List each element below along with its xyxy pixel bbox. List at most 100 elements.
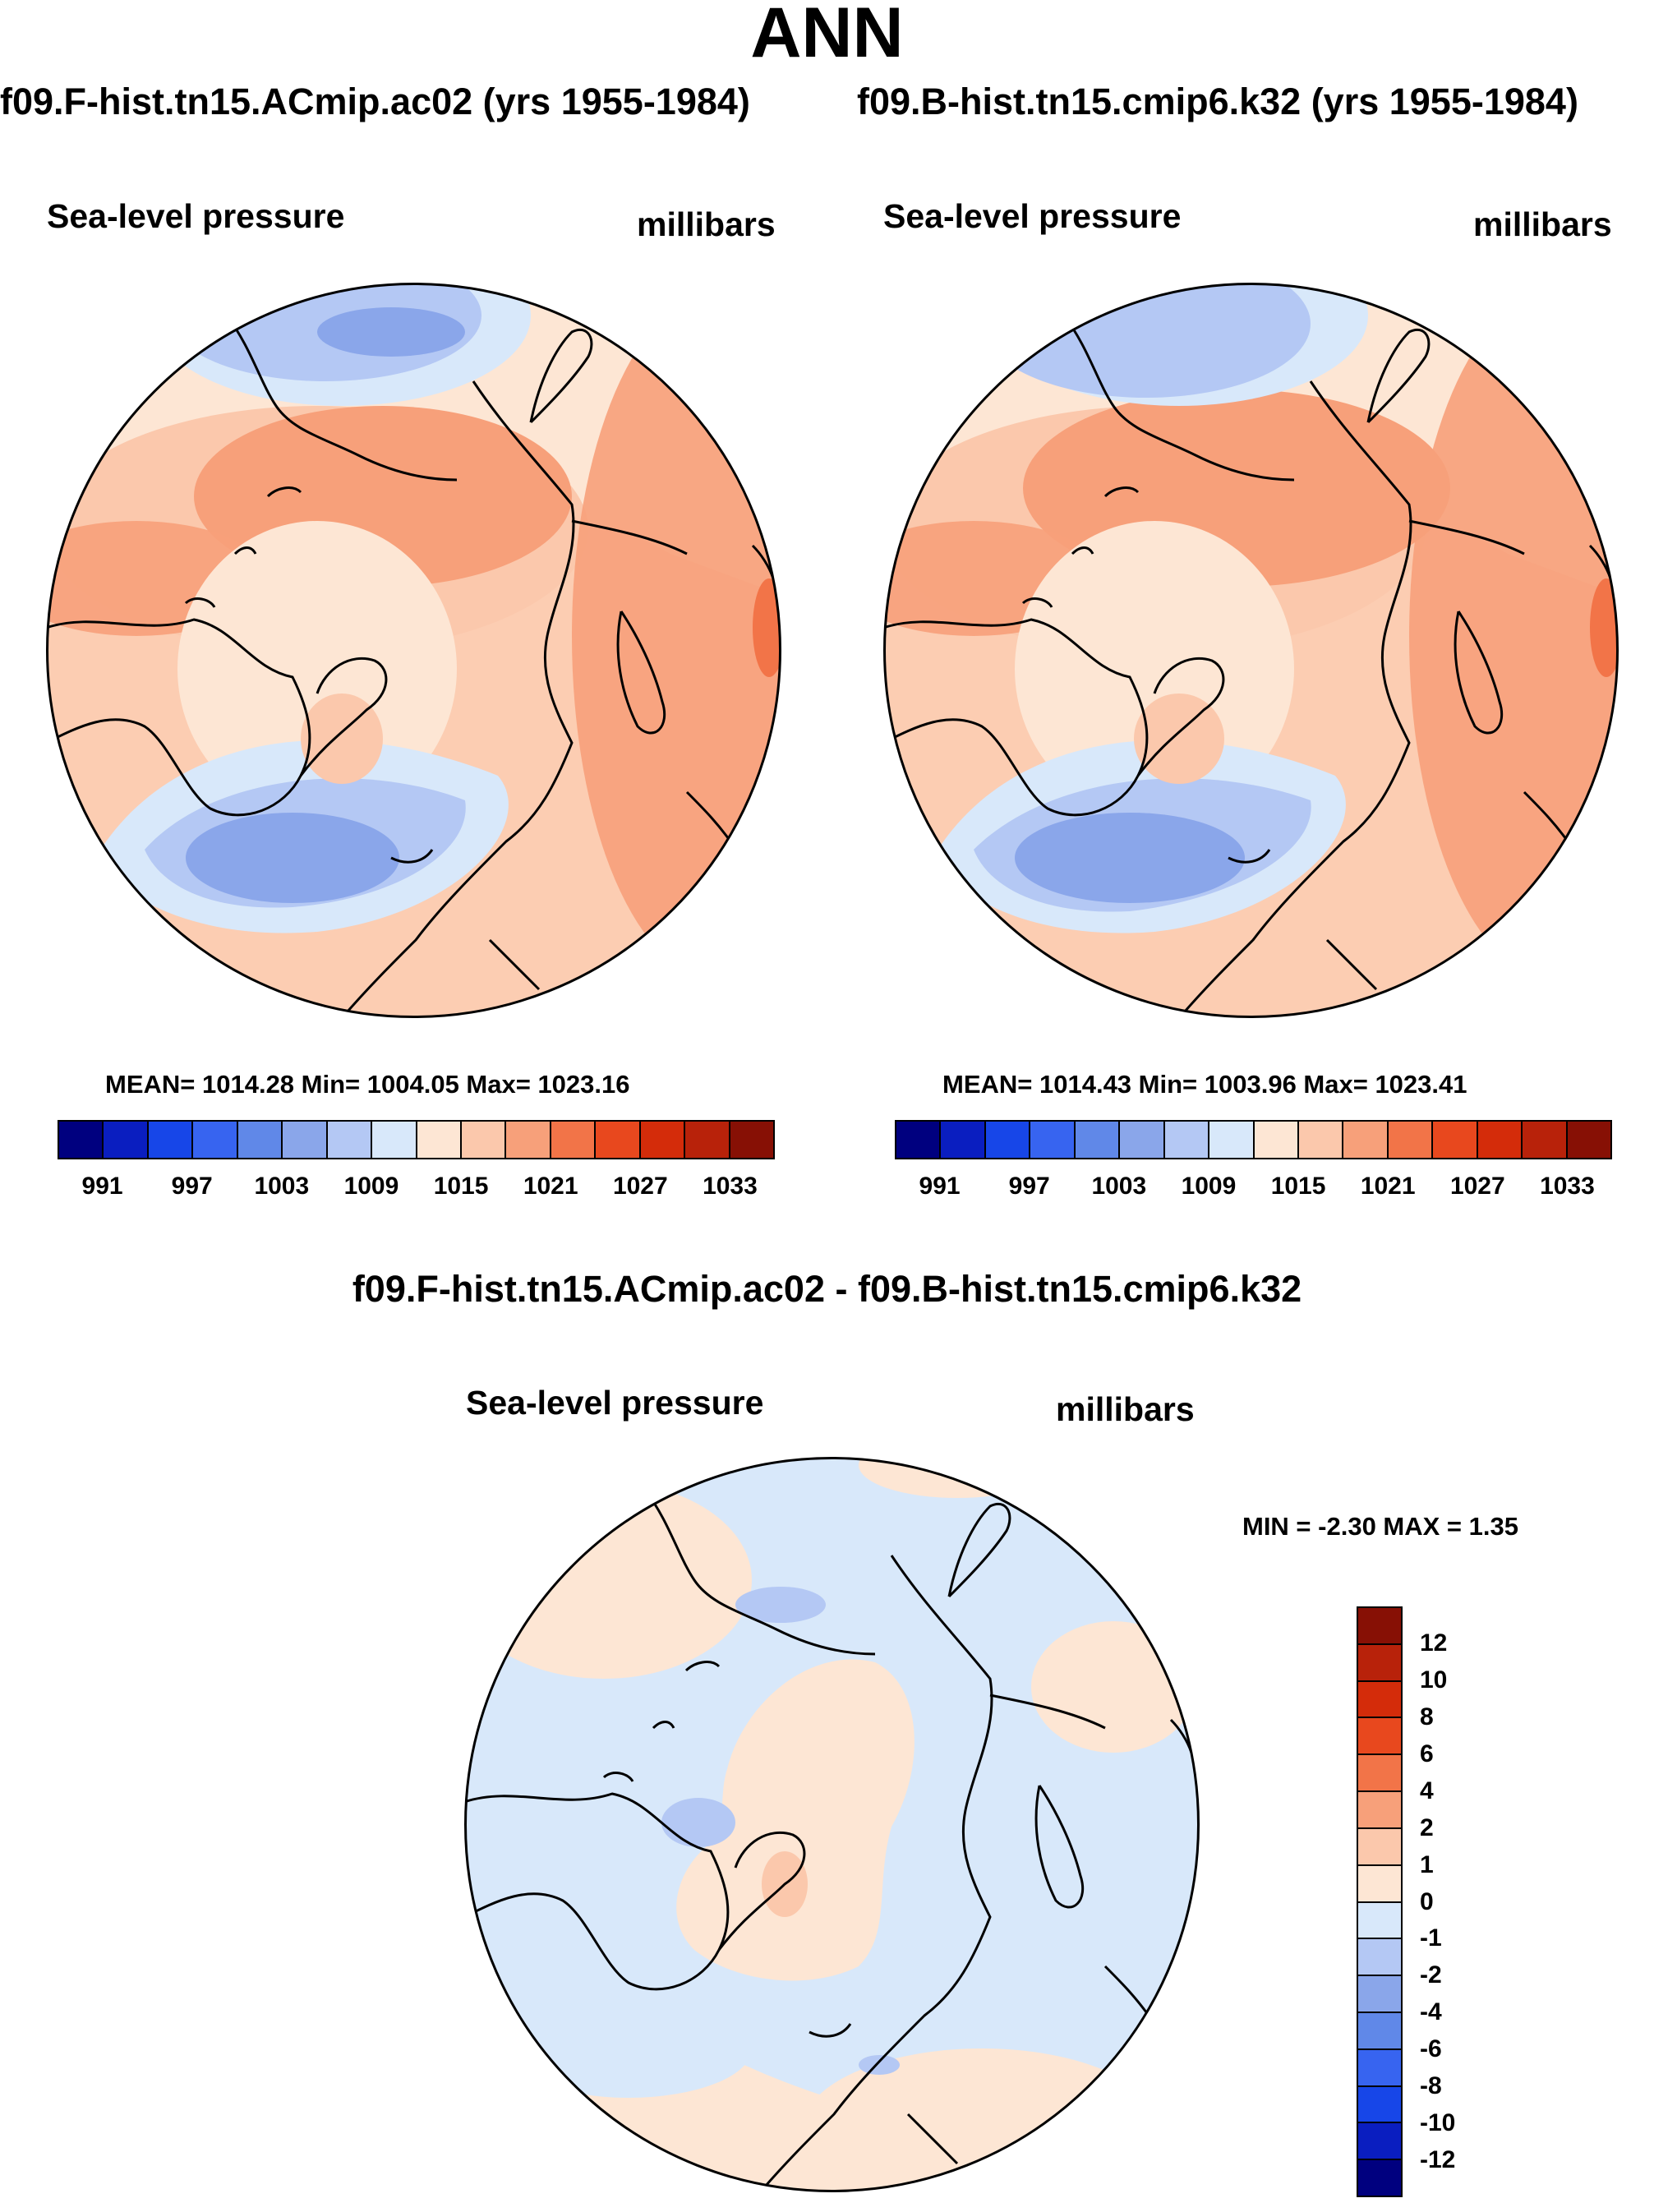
colorbar-label: 1015 — [1270, 1173, 1326, 1200]
colorbar-swatch — [1358, 1718, 1401, 1756]
left-case-title: f09.F-hist.tn15.ACmip.ac02 (yrs 1955-198… — [0, 81, 750, 122]
colorbar-label: 1027 — [612, 1173, 668, 1200]
colorbar-label: 4 — [1420, 1777, 1434, 1804]
colorbar-swatch — [896, 1122, 942, 1158]
colorbar-swatch — [237, 1122, 283, 1158]
colorbar-label: 991 — [81, 1173, 123, 1200]
left-polar-map — [46, 283, 781, 1018]
colorbar-swatch — [327, 1122, 373, 1158]
colorbar-swatch — [1358, 1976, 1401, 2013]
diff-colorbar — [1357, 1606, 1403, 2197]
colorbar-swatch — [1358, 1828, 1401, 1866]
colorbar-swatch — [1388, 1122, 1434, 1158]
colorbar-swatch — [1358, 1755, 1401, 1793]
colorbar-label: 2 — [1420, 1813, 1434, 1841]
colorbar-swatch — [1433, 1122, 1478, 1158]
left-colorbar-labels: 991 997 1003 1009 1015 1021 1027 1033 — [58, 1173, 775, 1205]
colorbar-label: 8 — [1420, 1703, 1434, 1730]
colorbar-swatch — [148, 1122, 194, 1158]
left-colorbar — [58, 1120, 775, 1159]
right-polar-map — [883, 283, 1619, 1018]
colorbar-label: 1015 — [433, 1173, 489, 1200]
colorbar-swatch — [640, 1122, 686, 1158]
colorbar-swatch — [461, 1122, 507, 1158]
colorbar-label: -4 — [1420, 1998, 1442, 2026]
colorbar-swatch — [596, 1122, 641, 1158]
colorbar-label: 6 — [1420, 1740, 1434, 1767]
colorbar-swatch — [506, 1122, 551, 1158]
colorbar-swatch — [685, 1122, 730, 1158]
colorbar-label: 1 — [1420, 1850, 1434, 1878]
colorbar-swatch — [1358, 1644, 1401, 1682]
colorbar-swatch — [1075, 1122, 1121, 1158]
colorbar-swatch — [1358, 2123, 1401, 2161]
colorbar-swatch — [985, 1122, 1031, 1158]
main-title: ANN — [750, 0, 904, 72]
right-colorbar-labels: 991 997 1003 1009 1015 1021 1027 1033 — [895, 1173, 1612, 1205]
colorbar-swatch — [1254, 1122, 1299, 1158]
colorbar-label: 0 — [1420, 1887, 1434, 1915]
colorbar-swatch — [941, 1122, 986, 1158]
colorbar-swatch — [1358, 2012, 1401, 2050]
colorbar-label: 1033 — [703, 1173, 758, 1200]
colorbar-swatch — [1477, 1122, 1523, 1158]
colorbar-swatch — [1358, 2086, 1401, 2124]
colorbar-label: -1 — [1420, 1924, 1442, 1952]
left-stats: MEAN= 1014.28 Min= 1004.05 Max= 1023.16 — [105, 1070, 630, 1099]
colorbar-swatch — [283, 1122, 328, 1158]
diff-field-label: Sea-level pressure — [466, 1384, 764, 1422]
colorbar-label: 997 — [1008, 1173, 1050, 1200]
colorbar-swatch — [1358, 1681, 1401, 1719]
diff-polar-map — [464, 1457, 1200, 2192]
colorbar-swatch — [1358, 2160, 1401, 2196]
colorbar-swatch — [1164, 1122, 1210, 1158]
colorbar-label: 1033 — [1540, 1173, 1595, 1200]
colorbar-label: -10 — [1420, 2109, 1456, 2137]
colorbar-swatch — [372, 1122, 417, 1158]
colorbar-swatch — [1030, 1122, 1076, 1158]
left-units-label: millibars — [637, 205, 776, 243]
colorbar-swatch — [1358, 1902, 1401, 1940]
colorbar-swatch — [1120, 1122, 1165, 1158]
right-stats: MEAN= 1014.43 Min= 1003.96 Max= 1023.41 — [942, 1070, 1467, 1099]
colorbar-swatch — [1298, 1122, 1344, 1158]
colorbar-label: -6 — [1420, 2035, 1442, 2063]
colorbar-swatch — [1358, 2049, 1401, 2087]
colorbar-label: 1021 — [1360, 1173, 1416, 1200]
colorbar-swatch — [1358, 1608, 1401, 1645]
colorbar-swatch — [1209, 1122, 1255, 1158]
colorbar-label: 1003 — [254, 1173, 310, 1200]
colorbar-swatch — [1358, 1792, 1401, 1829]
diff-colorbar-labels: 12 10 8 6 4 2 1 0 -1 -2 -4 -6 -8 -10 -12 — [1420, 1606, 1518, 2197]
colorbar-label: 1003 — [1091, 1173, 1147, 1200]
colorbar-swatch — [730, 1122, 773, 1158]
colorbar-label: 10 — [1420, 1666, 1448, 1694]
colorbar-swatch — [1567, 1122, 1610, 1158]
colorbar-label: -8 — [1420, 2072, 1442, 2100]
left-field-label: Sea-level pressure — [47, 197, 345, 235]
colorbar-swatch — [417, 1122, 462, 1158]
colorbar-label: 1027 — [1449, 1173, 1505, 1200]
colorbar-label: 991 — [919, 1173, 961, 1200]
diff-stats: MIN = -2.30 MAX = 1.35 — [1242, 1512, 1518, 1541]
colorbar-swatch — [1343, 1122, 1389, 1158]
colorbar-swatch — [59, 1122, 104, 1158]
colorbar-label: 997 — [171, 1173, 213, 1200]
right-units-label: millibars — [1473, 205, 1612, 243]
diff-case-title: f09.F-hist.tn15.ACmip.ac02 - f09.B-hist.… — [352, 1268, 1302, 1310]
colorbar-label: -2 — [1420, 1961, 1442, 1989]
colorbar-swatch — [1358, 1939, 1401, 1977]
colorbar-label: 1021 — [523, 1173, 578, 1200]
right-field-label: Sea-level pressure — [883, 197, 1182, 235]
colorbar-swatch — [1358, 1865, 1401, 1903]
colorbar-swatch — [551, 1122, 597, 1158]
colorbar-label: 1009 — [343, 1173, 399, 1200]
colorbar-label: 1009 — [1181, 1173, 1237, 1200]
right-case-title: f09.B-hist.tn15.cmip6.k32 (yrs 1955-1984… — [857, 81, 1578, 122]
colorbar-swatch — [104, 1122, 149, 1158]
colorbar-swatch — [1523, 1122, 1568, 1158]
colorbar-label: -12 — [1420, 2146, 1456, 2174]
colorbar-swatch — [193, 1122, 238, 1158]
right-colorbar — [895, 1120, 1612, 1159]
diff-units-label: millibars — [1056, 1390, 1195, 1428]
